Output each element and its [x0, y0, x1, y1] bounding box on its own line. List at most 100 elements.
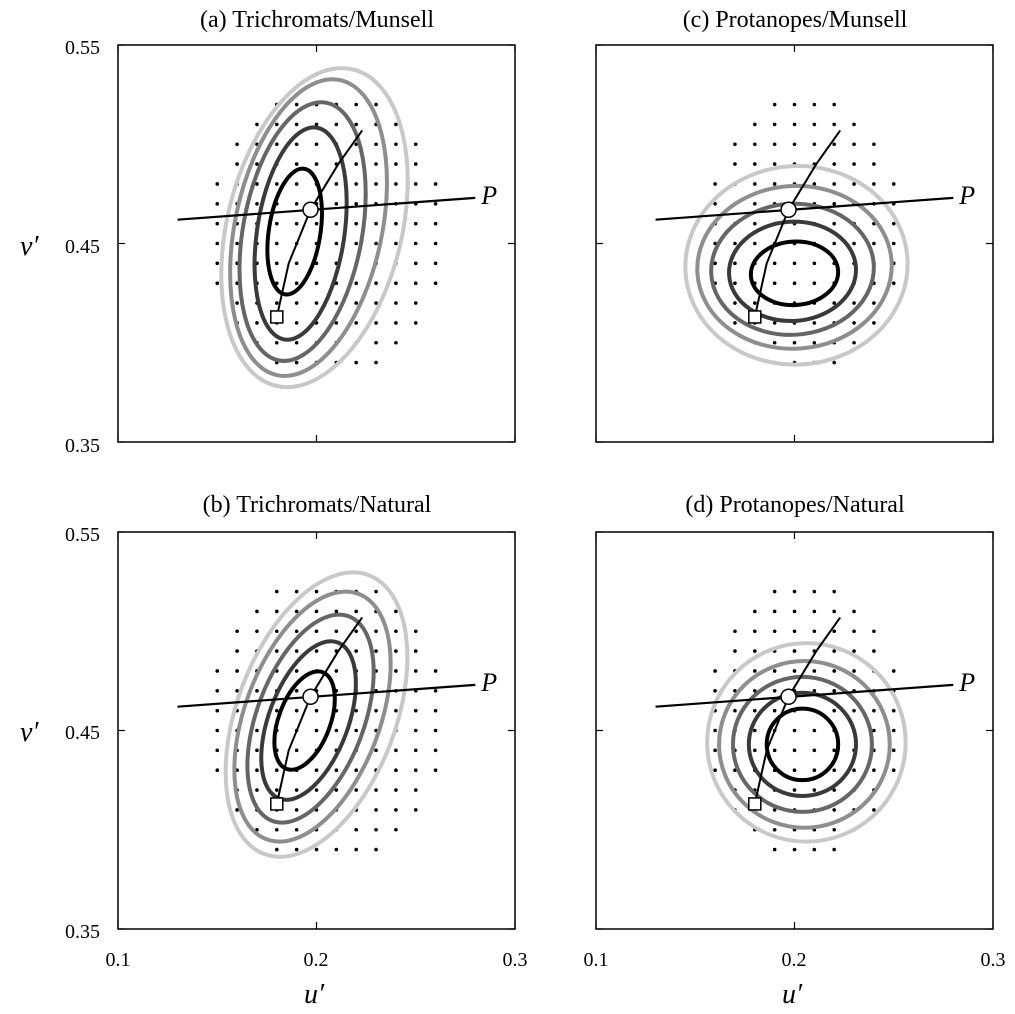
sample-dot	[275, 221, 279, 226]
sample-dot	[413, 221, 418, 226]
sample-dot	[215, 689, 220, 693]
sample-dot	[354, 360, 359, 365]
sample-dot	[314, 609, 319, 614]
sample-dot	[812, 748, 817, 753]
sample-dot	[374, 788, 378, 792]
sample-dot	[255, 202, 259, 206]
sample-dot	[772, 689, 777, 693]
sample-dot	[314, 122, 319, 127]
sample-dot	[872, 142, 876, 147]
sample-dot	[374, 301, 378, 305]
sample-dot	[733, 142, 737, 147]
contour-line	[252, 125, 349, 342]
contour-line	[695, 183, 894, 351]
sample-dot	[334, 321, 339, 325]
sample-dot	[812, 182, 817, 186]
sample-dot	[852, 122, 856, 127]
sample-dot	[394, 808, 398, 812]
sample-dot	[374, 629, 378, 634]
sample-dot	[772, 102, 777, 107]
y-tick-label: 0.35	[65, 921, 100, 943]
sample-dot	[275, 788, 279, 792]
sample-dot	[433, 728, 438, 733]
sample-dot	[255, 689, 259, 693]
sample-dot	[294, 182, 299, 186]
sample-dot	[812, 589, 817, 594]
sample-dot	[713, 768, 717, 772]
sample-dot	[334, 629, 339, 634]
sample-dot	[812, 122, 817, 127]
sample-dot	[255, 629, 259, 634]
sample-dot	[275, 847, 279, 852]
sample-dot	[354, 847, 359, 852]
sample-dot	[433, 669, 438, 673]
sample-dot	[294, 808, 299, 812]
sample-dot	[374, 221, 378, 226]
x-tick-label: 0.2	[782, 949, 807, 971]
sample-dot	[374, 649, 378, 653]
y-tick-label: 0.35	[65, 435, 100, 457]
sample-dot	[772, 609, 777, 614]
sample-dot	[812, 847, 817, 852]
sample-dot	[413, 728, 418, 733]
sample-dot	[852, 321, 856, 325]
sample-dot	[354, 142, 359, 147]
sample-dot	[872, 768, 876, 772]
sample-dot	[275, 340, 279, 345]
sample-dot	[354, 708, 359, 713]
y-tick-label: 0.45	[65, 236, 100, 258]
y-tick-label: 0.55	[65, 524, 100, 546]
sample-dot	[832, 808, 836, 812]
sample-dot	[374, 102, 378, 107]
sample-dot	[852, 241, 856, 246]
sample-dot	[812, 102, 817, 107]
sample-dot	[314, 589, 319, 594]
sample-dot	[294, 221, 299, 226]
sample-dot	[753, 649, 757, 653]
sample-dot	[374, 748, 378, 753]
sample-dot	[374, 360, 378, 365]
sample-dot	[314, 162, 319, 166]
sample-dot	[792, 102, 797, 107]
sample-dot	[891, 728, 896, 733]
sample-dot	[872, 728, 876, 733]
sample-dot	[413, 788, 418, 792]
sample-dot	[792, 748, 797, 753]
sample-dot	[294, 360, 299, 365]
sample-dot	[772, 708, 777, 713]
sample-dot	[394, 162, 398, 166]
panel-d: (d) Protanopes/Natural P	[595, 492, 994, 930]
panel-title: (a) Trichromats/Munsell	[200, 7, 434, 33]
p-line	[177, 196, 476, 221]
sample-dot	[832, 102, 836, 107]
sample-dot	[872, 808, 876, 812]
sample-dot	[872, 629, 876, 634]
sample-dot	[354, 629, 359, 634]
sample-dot	[374, 142, 378, 147]
sample-dot	[812, 728, 817, 733]
sample-dot	[314, 281, 319, 286]
sample-dot	[812, 321, 817, 325]
sample-dot	[294, 609, 299, 614]
panel-title: (c) Protanopes/Munsell	[683, 7, 908, 33]
sample-dot	[413, 142, 418, 147]
sample-dot	[294, 827, 299, 832]
sample-dot	[394, 609, 398, 614]
x-tick-label: 0.1	[584, 949, 609, 971]
sample-dot	[772, 162, 777, 166]
x-tick-label: 0.2	[304, 949, 329, 971]
sample-dot	[733, 649, 737, 653]
sample-dot	[753, 728, 757, 733]
sample-dot	[255, 122, 259, 127]
sample-dot	[255, 162, 259, 166]
sample-dot	[812, 142, 817, 147]
sample-dot	[413, 241, 418, 246]
contour-line	[705, 641, 908, 844]
sample-dot	[753, 122, 757, 127]
sample-dot	[733, 241, 737, 246]
sample-dot	[413, 708, 418, 713]
sample-dot	[374, 321, 378, 325]
sample-dot	[413, 182, 418, 186]
sample-dot	[832, 142, 836, 147]
